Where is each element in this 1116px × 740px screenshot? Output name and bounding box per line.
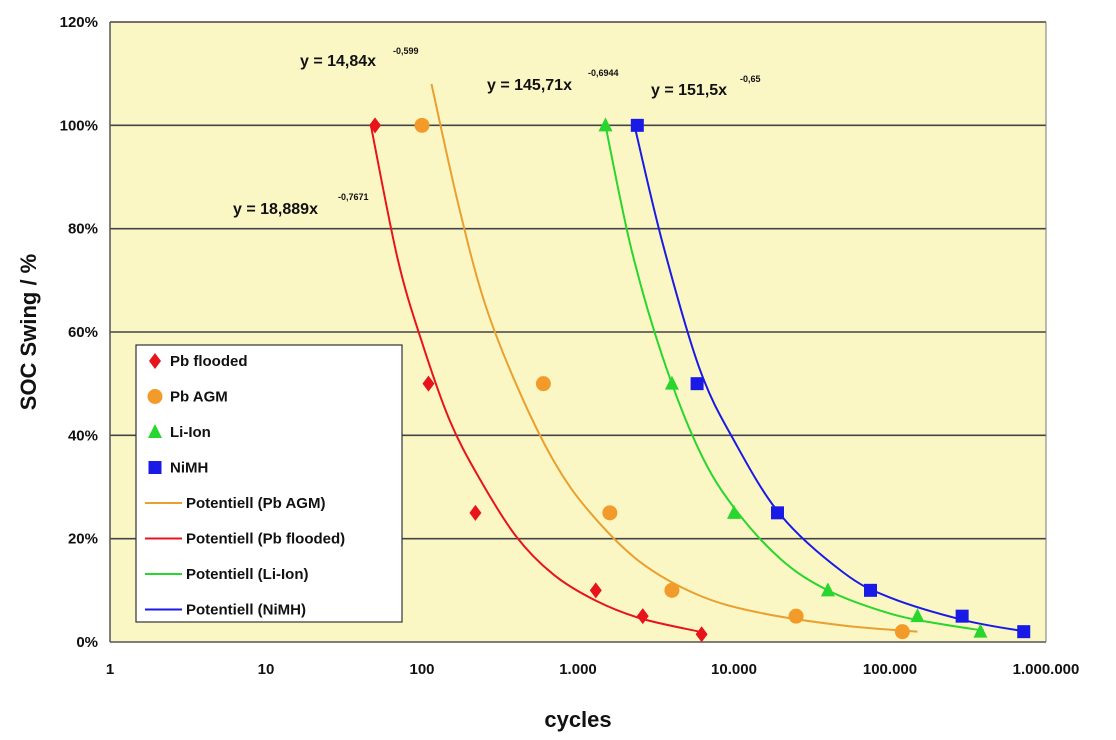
x-tick-label: 100.000 [863,661,917,678]
svg-text:y = 145,71x: y = 145,71x [487,77,572,94]
data-point [589,582,602,599]
x-axis-title: cycles [544,707,611,732]
y-tick-labels: 0% 20% 40% 60% 80% 100% 120% [60,14,98,651]
trend-line [430,83,918,633]
data-point [636,608,649,625]
data-markers [369,117,1031,643]
svg-text:y = 18,889x: y = 18,889x [233,201,318,218]
data-point [973,623,988,638]
legend-item: Potentiell (NiMH) [145,602,306,619]
data-point [598,117,613,132]
svg-text:-0,7671: -0,7671 [338,192,369,202]
equation-label: y = 18,889x -0,7671 [233,192,369,218]
data-point [788,608,804,624]
y-tick-label: 60% [68,324,98,341]
legend-marker [147,389,163,404]
legend-label: NiMH [170,460,208,477]
data-point [664,375,679,390]
y-tick-label: 100% [60,117,98,134]
y-tick-label: 120% [60,14,98,31]
x-tick-label: 1.000 [559,661,597,678]
trend-line [369,125,700,633]
x-tick-label: 1 [106,661,114,678]
x-tick-labels: 1 10 100 1.000 10.000 100.000 1.000.000 [106,661,1080,678]
legend-marker [149,353,161,369]
legend-item: Li-Ion [148,424,211,441]
data-point [770,506,784,520]
data-point [602,505,618,521]
legend-label: Pb flooded [170,353,248,370]
legend-label: Potentiell (NiMH) [186,602,306,619]
data-point [695,626,708,643]
data-point [1017,625,1031,639]
data-point [864,583,878,597]
axes [109,22,1047,643]
y-tick-label: 80% [68,221,98,238]
svg-text:-0,6944: -0,6944 [588,68,619,78]
legend-box [135,344,403,623]
data-point [690,377,704,391]
y-tick-label: 40% [68,427,98,444]
x-tick-label: 10.000 [711,661,757,678]
legend-label: Pb AGM [170,389,228,406]
legend: Pb flooded Pb AGM Li-Ion NiMH Potentiell (Pb… [135,344,403,623]
legend-item: Potentiell (Pb flooded) [145,531,345,548]
data-point [727,504,741,519]
trend-line [633,125,1027,633]
legend-marker [148,461,162,474]
data-point [894,624,910,640]
svg-text:-0,599: -0,599 [393,46,419,56]
x-tick-label: 10 [258,661,275,678]
legend-label: Li-Ion [170,424,211,441]
legend-label: Potentiell (Li-Ion) [186,566,308,583]
svg-text:y = 14,84x: y = 14,84x [300,53,376,70]
equation-label: y = 145,71x -0,6944 [487,68,619,94]
legend-marker [148,424,162,438]
equation-label: y = 151,5x -0,65 [651,74,761,99]
data-point [469,504,482,521]
legend-item: Potentiell (Pb AGM) [145,495,325,512]
data-point [422,375,435,392]
data-point [820,582,835,597]
legend-label: Potentiell (Pb AGM) [186,495,325,512]
data-point [955,609,969,623]
y-tick-label: 0% [76,634,98,651]
legend-item: Pb flooded [149,353,248,370]
data-point [630,118,644,132]
data-point [910,608,925,623]
legend-item: Pb AGM [147,389,228,406]
svg-text:y = 151,5x: y = 151,5x [651,82,727,99]
data-point [369,117,382,134]
y-tick-label: 20% [68,531,98,548]
legend-item: NiMH [148,460,208,477]
y-axis-title: SOC Swing / % [16,254,41,410]
data-point [664,582,680,598]
legend-label: Potentiell (Pb flooded) [186,531,345,548]
data-point [535,376,551,392]
equation-label: y = 14,84x -0,599 [300,46,419,70]
x-tick-label: 1.000.000 [1013,661,1080,678]
legend-item: Potentiell (Li-Ion) [145,566,308,583]
x-tick-label: 100 [409,661,434,678]
data-point [414,117,430,133]
svg-text:-0,65: -0,65 [740,74,761,84]
